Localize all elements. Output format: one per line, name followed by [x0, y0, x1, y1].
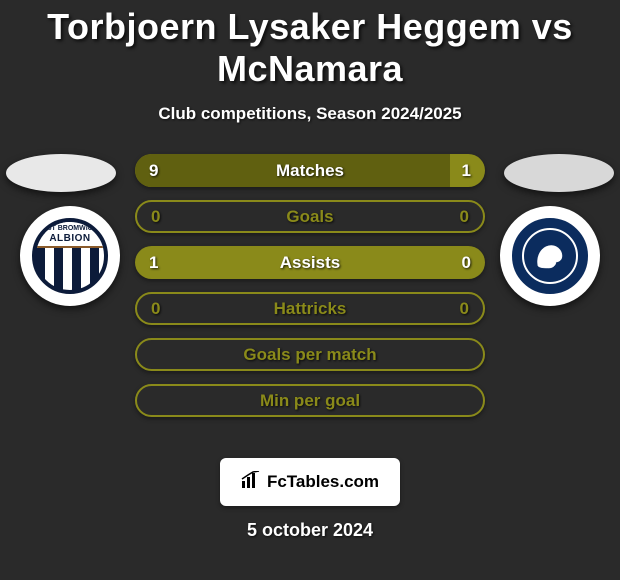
brand-text: FcTables.com [267, 472, 379, 492]
stat-bar: 0 Goals 0 [135, 200, 485, 233]
stat-rows: 9 Matches 1 0 Goals 0 1 Assists 0 0 Hattricks 0 Goal… [135, 154, 485, 430]
club-badge-left: EST BROMWICH ALBION [20, 206, 120, 306]
club-left-hint: EST BROMWICH [36, 225, 104, 233]
stat-label: Goals [286, 207, 333, 227]
page-title: Torbjoern Lysaker Heggem vs McNamara [0, 0, 620, 90]
club-left-name: ALBION [36, 233, 104, 244]
millwall-shield-icon [508, 214, 592, 298]
lion-svg-icon [532, 238, 568, 274]
stat-value-right: 0 [460, 207, 469, 227]
stat-bar: 0 Hattricks 0 [135, 292, 485, 325]
stat-label: Matches [276, 161, 344, 181]
stat-bar: Goals per match [135, 338, 485, 371]
club-badge-right [500, 206, 600, 306]
stat-value-right: 0 [462, 253, 471, 273]
stat-label: Assists [280, 253, 340, 273]
stat-bar: 9 Matches 1 [135, 154, 485, 187]
stat-value-right: 0 [460, 299, 469, 319]
comparison-area: EST BROMWICH ALBION 9 Matches 1 0 Goals 0 1 Ass… [0, 154, 620, 454]
infographic-root: Torbjoern Lysaker Heggem vs McNamara Clu… [0, 0, 620, 580]
stat-bar: Min per goal [135, 384, 485, 417]
stat-label: Goals per match [243, 345, 376, 365]
stat-label: Min per goal [260, 391, 360, 411]
stat-value-left: 9 [149, 161, 158, 181]
stat-bar: 1 Assists 0 [135, 246, 485, 279]
wba-shield-icon: EST BROMWICH ALBION [32, 218, 108, 294]
stat-label: Hattricks [274, 299, 347, 319]
brand-logo: FcTables.com [220, 458, 400, 506]
stat-value-left: 1 [149, 253, 158, 273]
stat-value-right: 1 [462, 161, 471, 181]
date-label: 5 october 2024 [0, 520, 620, 541]
club-badge-left-inner: EST BROMWICH ALBION [28, 214, 112, 298]
player-photo-right [504, 154, 614, 192]
stat-value-left: 0 [151, 207, 160, 227]
chart-icon [241, 471, 261, 494]
subtitle: Club competitions, Season 2024/2025 [0, 104, 620, 124]
lion-icon [522, 228, 578, 284]
player-photo-left [6, 154, 116, 192]
stat-value-left: 0 [151, 299, 160, 319]
